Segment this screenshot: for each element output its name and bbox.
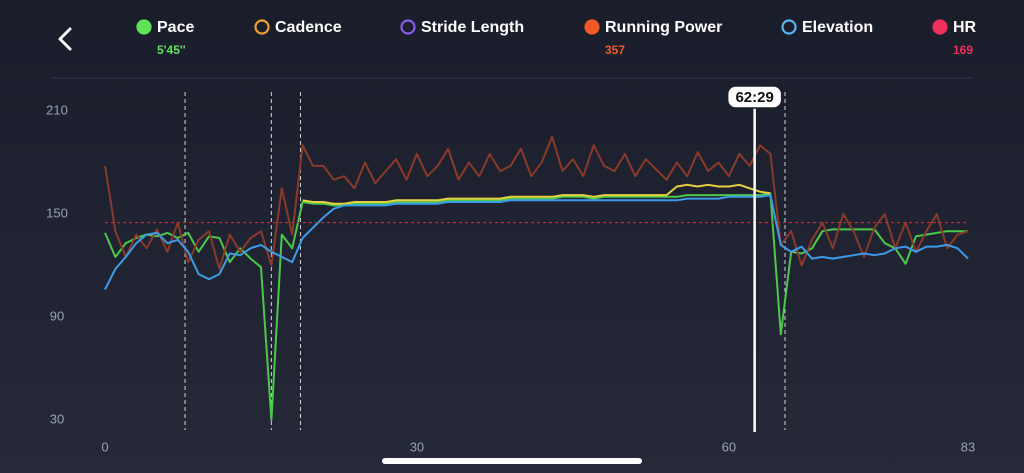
legend-value: 5'45'' — [157, 43, 186, 57]
legend-dot — [932, 19, 948, 35]
legend-label: Cadence — [275, 19, 342, 36]
legend-value: 357 — [605, 43, 625, 57]
legend-dot — [254, 19, 270, 35]
series-line — [104, 135, 969, 270]
y-tick-label: 30 — [50, 411, 64, 426]
legend-label: Pace — [157, 19, 194, 36]
cursor-badge — [726, 85, 783, 109]
series-line — [104, 194, 969, 290]
legend-dot — [781, 19, 797, 35]
legend-label: HR — [953, 19, 977, 36]
legend-dot — [400, 19, 416, 35]
home-indicator — [382, 458, 642, 464]
legend-label: Running Power — [605, 19, 722, 36]
series-line — [104, 192, 968, 421]
y-tick-label: 90 — [50, 308, 64, 323]
back-button[interactable] — [58, 27, 72, 51]
cursor-label: 62:29 — [735, 89, 773, 106]
y-tick-label: 210 — [46, 102, 68, 117]
x-tick-label: 83 — [961, 439, 975, 454]
legend-label: Elevation — [802, 19, 873, 36]
y-tick-label: 150 — [46, 205, 68, 220]
series-line — [302, 183, 771, 205]
legend-dot — [584, 19, 600, 35]
legend-dot — [136, 19, 152, 35]
legend-value: 169 — [953, 43, 973, 57]
x-tick-label: 60 — [722, 439, 736, 454]
x-tick-label: 0 — [101, 439, 108, 454]
legend-label: Stride Length — [421, 19, 524, 36]
x-tick-label: 30 — [410, 439, 424, 454]
